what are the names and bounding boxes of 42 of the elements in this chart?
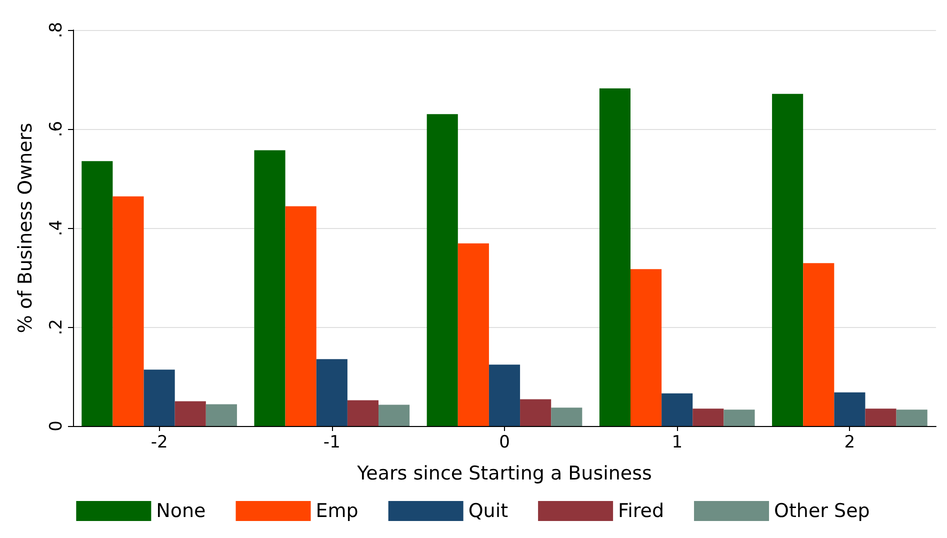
bar — [520, 399, 552, 426]
legend-label: Other Sep — [774, 500, 870, 522]
x-tick-label: -2 — [150, 432, 168, 452]
bar — [112, 196, 144, 426]
y-tick-label: 0 — [46, 420, 66, 432]
bar — [662, 393, 693, 426]
bar — [285, 206, 316, 426]
bar — [551, 408, 582, 426]
bar — [347, 400, 378, 426]
bar — [174, 401, 206, 426]
bar — [144, 370, 175, 426]
x-tick-label: -1 — [323, 432, 340, 452]
legend-label: Emp — [316, 500, 358, 522]
legend-label: None — [156, 500, 206, 522]
bar — [896, 410, 928, 426]
x-axis-title: Years since Starting a Business — [356, 462, 652, 484]
bar — [724, 410, 755, 426]
bar — [834, 392, 866, 426]
bar — [254, 150, 286, 426]
bar — [206, 404, 237, 426]
bar — [692, 408, 724, 426]
x-tick-label: 1 — [672, 432, 683, 452]
y-tick-label: .4 — [46, 220, 66, 236]
bar — [599, 88, 630, 426]
bar — [82, 161, 113, 426]
y-axis-title: % of Business Owners — [14, 122, 36, 334]
x-tick-label: 2 — [844, 432, 856, 452]
y-tick-label: .2 — [46, 318, 66, 336]
bar — [378, 404, 410, 426]
legend-label: Fired — [618, 500, 664, 522]
x-tick-label: 0 — [499, 432, 510, 452]
y-tick-label: .6 — [46, 120, 66, 138]
bar — [458, 243, 489, 426]
bar — [488, 364, 520, 426]
y-tick-label: .8 — [46, 22, 66, 38]
legend-label: Quit — [468, 500, 508, 522]
bar — [630, 269, 662, 426]
bar — [865, 408, 896, 426]
bar — [803, 263, 834, 426]
bar — [772, 94, 804, 426]
bar — [316, 359, 348, 426]
bar — [426, 114, 458, 426]
